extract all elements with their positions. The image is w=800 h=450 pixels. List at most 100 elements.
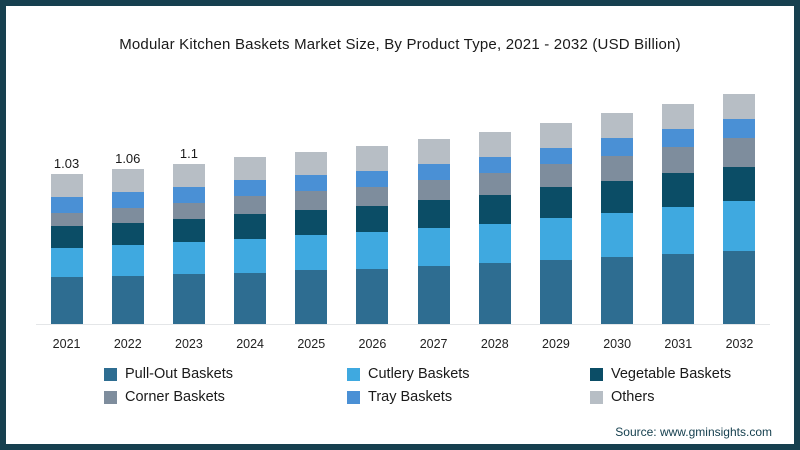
bar-segment-vegetable-baskets-2024 — [234, 214, 267, 239]
x-axis-label-2025: 2025 — [297, 337, 326, 351]
bar-segment-tray-baskets-2027 — [417, 164, 450, 180]
bar-segment-corner-baskets-2027 — [417, 180, 450, 200]
bar-segment-cutlery-baskets-2031 — [662, 207, 695, 254]
bar-group-2026: 2026 — [342, 94, 403, 351]
bar-2028 — [478, 132, 511, 324]
bar-2029 — [539, 123, 572, 324]
legend-label-pull-out-baskets: Pull-Out Baskets — [125, 366, 233, 382]
x-axis-label-2024: 2024 — [236, 337, 264, 351]
bar-segment-corner-baskets-2028 — [478, 173, 511, 195]
bar-group-2022: 1.06 2022 — [97, 94, 158, 351]
bar-segment-tray-baskets-2029 — [539, 148, 572, 164]
bar-2030 — [601, 113, 634, 324]
bar-segment-corner-baskets-2024 — [234, 196, 267, 214]
bar-segment-vegetable-baskets-2027 — [417, 200, 450, 228]
bar-segment-pull-out-baskets-2031 — [662, 254, 695, 324]
chart-title: Modular Kitchen Baskets Market Size, By … — [119, 36, 681, 53]
bar-segment-pull-out-baskets-2028 — [478, 263, 511, 324]
bar-segment-others-2025 — [295, 152, 328, 175]
bar-segment-others-2023 — [172, 164, 205, 187]
bar-segment-tray-baskets-2028 — [478, 157, 511, 173]
x-axis-label-2023: 2023 — [175, 337, 203, 351]
bar-segment-corner-baskets-2022 — [111, 208, 144, 223]
bar-segment-vegetable-baskets-2032 — [723, 167, 756, 201]
legend-swatch-corner-baskets — [104, 390, 117, 404]
bar-segment-tray-baskets-2023 — [172, 187, 205, 203]
bar-segment-cutlery-baskets-2029 — [539, 218, 572, 260]
bar-segment-pull-out-baskets-2025 — [295, 270, 328, 324]
bar-segment-cutlery-baskets-2028 — [478, 224, 511, 263]
bar-segment-others-2030 — [601, 113, 634, 138]
bar-segment-others-2024 — [234, 157, 267, 180]
bar-segment-vegetable-baskets-2021 — [50, 226, 83, 248]
bar-2031 — [662, 104, 695, 324]
x-axis-label-2022: 2022 — [113, 337, 142, 351]
x-axis-label-2029: 2029 — [542, 337, 570, 351]
bar-segment-pull-out-baskets-2032 — [723, 251, 756, 324]
bar-2027 — [417, 139, 450, 324]
legend-item-pull-out-baskets: Pull-Out Baskets — [104, 366, 347, 382]
bar-segment-cutlery-baskets-2025 — [295, 235, 328, 270]
bar-segment-pull-out-baskets-2021 — [50, 277, 83, 324]
bar-value-label-2023: 1.1 — [179, 146, 198, 161]
bar-segment-vegetable-baskets-2025 — [295, 210, 328, 235]
x-axis-label-2030: 2030 — [603, 337, 632, 351]
legend-label-corner-baskets: Corner Baskets — [125, 389, 225, 405]
bar-segment-pull-out-baskets-2024 — [234, 273, 267, 324]
bar-segment-cutlery-baskets-2026 — [356, 232, 389, 269]
bar-group-2027: 2027 — [403, 94, 464, 351]
bar-segment-corner-baskets-2021 — [50, 213, 83, 226]
bar-segment-tray-baskets-2021 — [50, 197, 83, 213]
legend-label-others: Others — [611, 389, 655, 405]
bar-segment-others-2027 — [417, 139, 450, 164]
x-axis-label-2026: 2026 — [358, 337, 387, 351]
bar-segment-vegetable-baskets-2028 — [478, 195, 511, 224]
bar-group-2031: 2031 — [648, 94, 709, 351]
x-axis-label-2032: 2032 — [725, 337, 754, 351]
bar-segment-cutlery-baskets-2032 — [723, 201, 756, 251]
bar-segment-others-2031 — [662, 104, 695, 129]
bar-segment-tray-baskets-2026 — [356, 171, 389, 187]
bar-segment-pull-out-baskets-2023 — [172, 274, 205, 324]
bar-segment-corner-baskets-2025 — [295, 191, 328, 210]
legend-swatch-others — [590, 390, 603, 404]
bar-segment-corner-baskets-2030 — [601, 156, 634, 181]
bar-segment-tray-baskets-2025 — [295, 175, 328, 191]
bar-segment-corner-baskets-2029 — [539, 164, 572, 187]
bar-2024 — [234, 157, 267, 324]
bar-segment-tray-baskets-2022 — [111, 192, 144, 208]
x-axis-label-2021: 2021 — [52, 337, 81, 351]
legend-label-tray-baskets: Tray Baskets — [368, 389, 453, 405]
bar-segment-others-2026 — [356, 146, 389, 171]
bar-segment-others-2028 — [478, 132, 511, 157]
bar-segment-cutlery-baskets-2024 — [234, 239, 267, 273]
bar-segment-tray-baskets-2030 — [601, 138, 634, 156]
bar-segment-others-2021 — [50, 174, 83, 197]
bar-segment-cutlery-baskets-2022 — [111, 245, 144, 276]
bar-segment-tray-baskets-2024 — [234, 180, 267, 196]
bar-segment-cutlery-baskets-2021 — [50, 248, 83, 277]
bar-segment-corner-baskets-2023 — [172, 203, 205, 219]
bar-segment-cutlery-baskets-2027 — [417, 228, 450, 266]
bar-2025 — [295, 152, 328, 324]
bar-segment-pull-out-baskets-2027 — [417, 266, 450, 324]
bar-segment-corner-baskets-2031 — [662, 147, 695, 173]
bar-group-2025: 2025 — [281, 94, 342, 351]
bar-value-label-2021: 1.03 — [53, 156, 80, 171]
bar-group-2023: 1.1 2023 — [158, 94, 219, 351]
bar-group-2030: 2030 — [587, 94, 648, 351]
source-note: Source: www.gminsights.com — [615, 425, 772, 439]
bar-segment-vegetable-baskets-2026 — [356, 206, 389, 232]
bar-2021 — [50, 174, 83, 324]
bar-segment-pull-out-baskets-2022 — [111, 276, 144, 324]
bar-segment-tray-baskets-2031 — [662, 129, 695, 147]
bar-segment-vegetable-baskets-2031 — [662, 173, 695, 207]
bar-group-2032: 2032 — [709, 94, 770, 351]
bar-group-2024: 2024 — [220, 94, 281, 351]
legend-label-cutlery-baskets: Cutlery Baskets — [368, 366, 470, 382]
bar-segment-vegetable-baskets-2023 — [172, 219, 205, 242]
chart-legend: Pull-Out Baskets Cutlery Baskets Vegetable… — [104, 366, 760, 405]
bar-2022 — [111, 169, 144, 324]
legend-item-others: Others — [590, 389, 760, 405]
